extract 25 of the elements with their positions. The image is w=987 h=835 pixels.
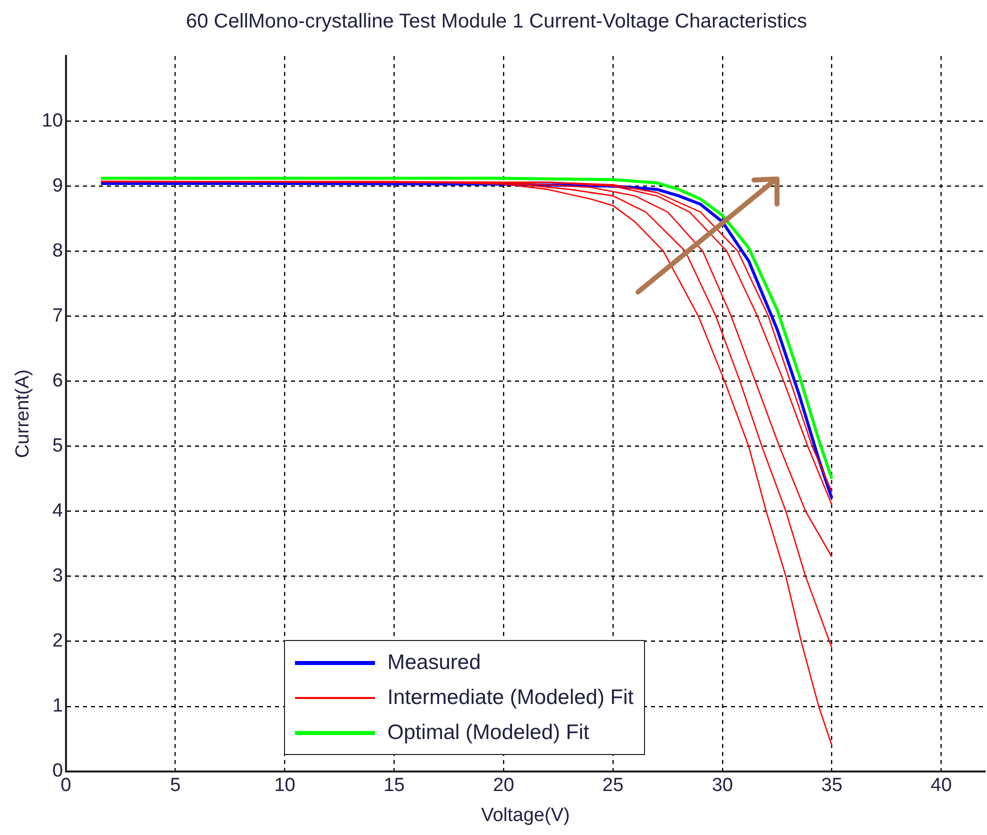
y-tick-label: 0 [52,760,63,782]
x-tick-label: 20 [493,775,514,796]
y-tick-label: 10 [42,110,63,132]
y-tick-label: 4 [52,500,64,522]
y-tick-label: 1 [52,696,63,717]
x-tick-label: 35 [821,775,842,796]
legend-label: Measured [387,650,481,675]
y-tick-label: 7 [52,305,63,326]
x-axis-title: Voltage(V) [481,804,570,826]
x-tick-label: 15 [384,775,405,796]
y-tick-label: 9 [52,175,63,196]
x-tick-label: 40 [930,775,952,796]
y-tick-label: 2 [52,630,63,652]
y-axis-title: Current(A) [12,369,34,458]
y-tick-label: 8 [52,240,63,262]
y-tick-label: 6 [52,370,63,392]
x-tick-label: 25 [602,775,624,796]
chart-title: 60 CellMono-crystalline Test Module 1 Current-Voltage Characteristics [186,10,808,33]
x-tick-label: 30 [712,775,733,796]
y-tick-label: 5 [52,435,63,456]
y-tick-label: 3 [52,566,63,587]
x-tick-label: 10 [274,775,296,796]
legend-label: Optimal (Modeled) Fit [387,720,590,745]
x-tick-label: 5 [170,775,181,796]
legend-label: Intermediate (Modeled) Fit [387,686,634,710]
